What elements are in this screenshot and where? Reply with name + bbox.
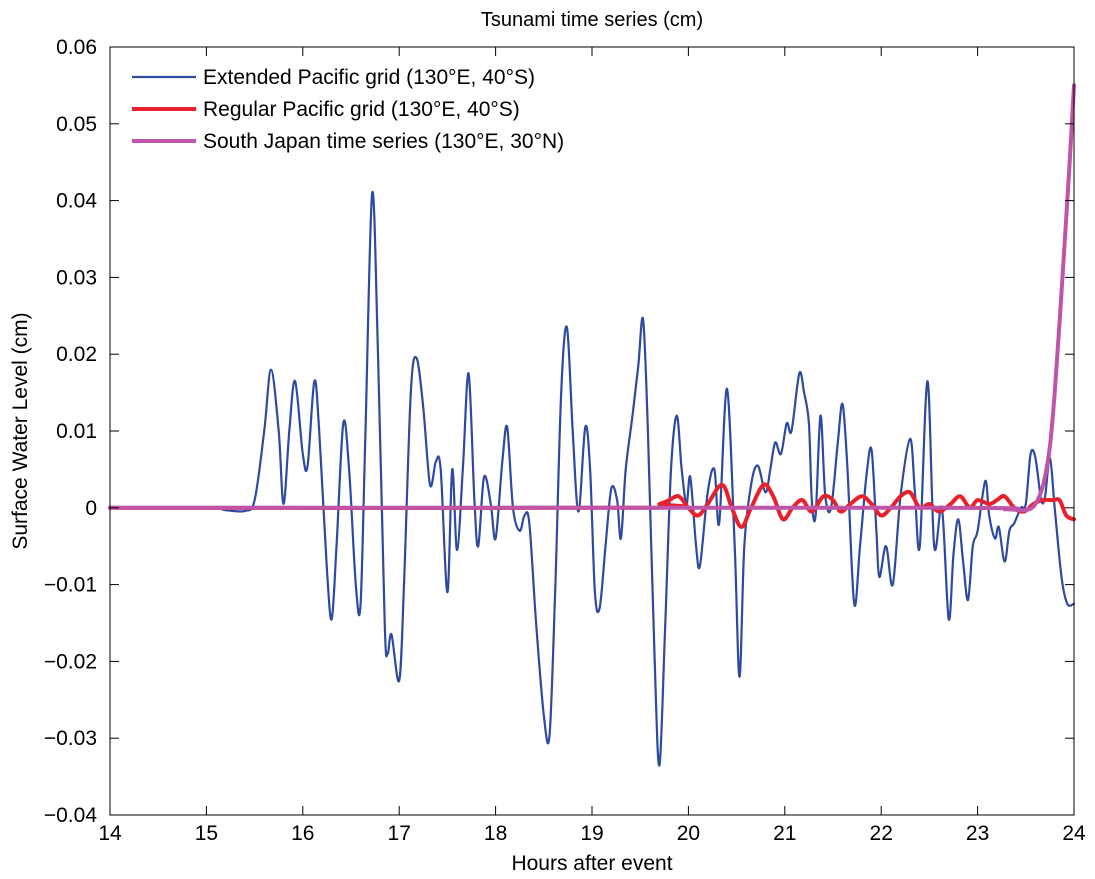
y-tick-label: 0.06 [56, 36, 97, 59]
y-tick-label: −0.01 [44, 574, 97, 597]
x-tick-label: 23 [966, 822, 989, 845]
x-tick-label: 15 [195, 822, 218, 845]
x-tick-label: 14 [98, 822, 122, 845]
x-tick-label: 24 [1062, 822, 1086, 845]
plot-lines [108, 83, 1076, 767]
x-tick-label: 20 [677, 822, 700, 845]
legend: Extended Pacific grid (130°E, 40°S) Regul… [132, 66, 564, 153]
legend-label: Regular Pacific grid (130°E, 40°S) [203, 98, 520, 121]
y-tick-label: 0.05 [56, 113, 97, 136]
y-tick-label: −0.04 [44, 804, 97, 827]
series-line-1 [108, 482, 1076, 529]
series-line-2 [108, 83, 1076, 513]
y-tick-label: −0.02 [44, 650, 97, 673]
axis-ticks: 14 15 16 17 18 19 20 21 22 23 24 −0.04 −0.03 −0.02 −0.… [44, 36, 1086, 845]
y-tick-label: 0.02 [56, 343, 97, 366]
legend-label: South Japan time series (130°E, 30°N) [203, 130, 564, 153]
x-tick-label: 18 [484, 822, 507, 845]
legend-label: Extended Pacific grid (130°E, 40°S) [203, 66, 535, 89]
y-tick-label: −0.03 [44, 727, 97, 750]
y-tick-label: 0.03 [56, 266, 97, 289]
chart-title: Tsunami time series (cm) [481, 9, 703, 31]
x-tick-label: 21 [773, 822, 796, 845]
x-axis-label: Hours after event [511, 852, 672, 875]
x-tick-label: 19 [580, 822, 603, 845]
x-tick-label: 22 [870, 822, 893, 845]
y-axis-label: Surface Water Level (cm) [9, 312, 32, 549]
series-line-0 [108, 190, 1076, 767]
x-tick-label: 16 [291, 822, 314, 845]
y-tick-label: 0.04 [56, 190, 97, 213]
y-tick-label: 0.01 [56, 420, 97, 443]
x-tick-label: 17 [388, 822, 411, 845]
y-tick-label: 0 [85, 497, 97, 520]
